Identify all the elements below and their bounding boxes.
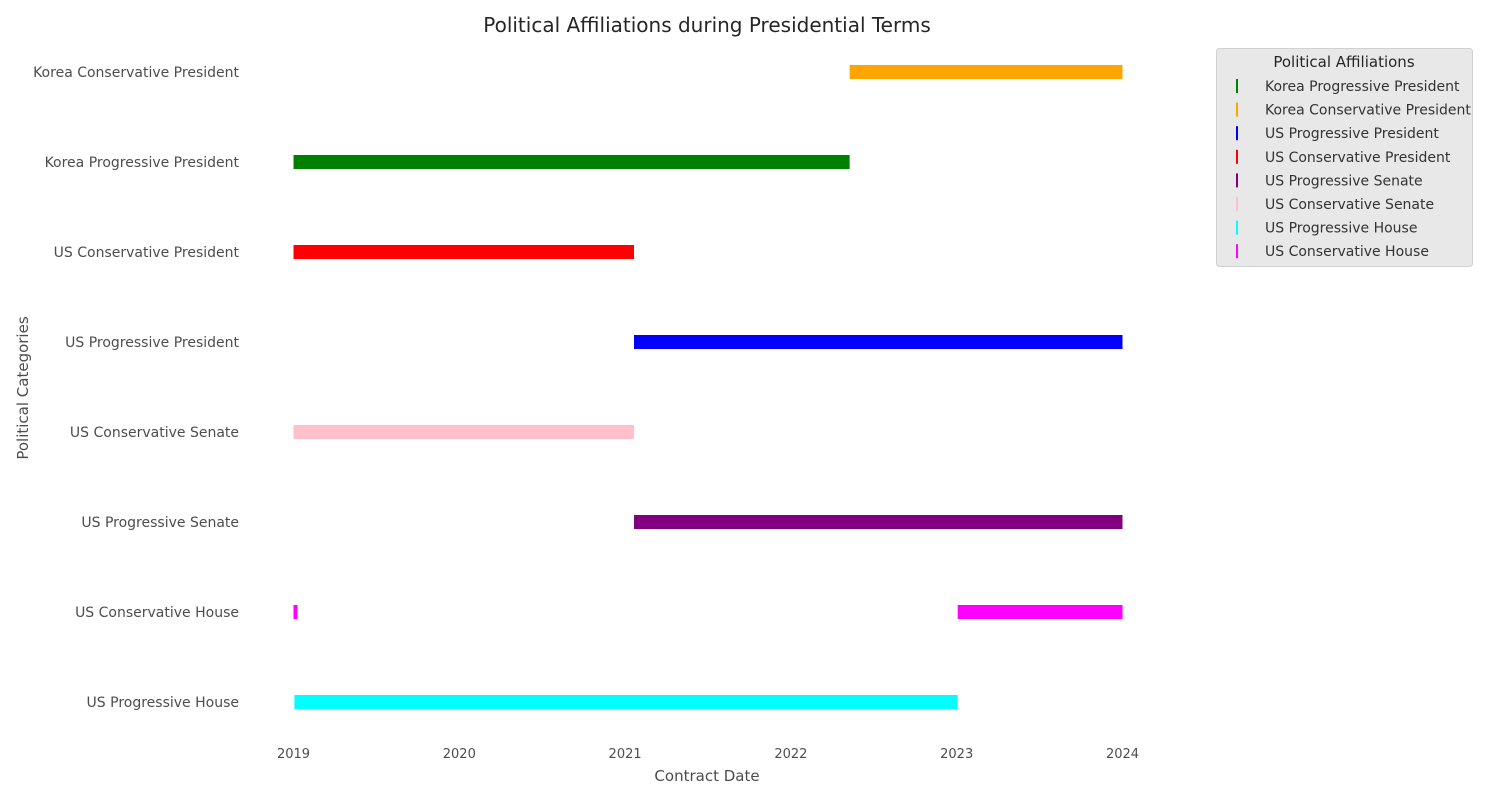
y-axis-label: Political Categories (14, 316, 32, 459)
bar-us-progressive-house (294, 695, 958, 709)
x-tick-label-2024: 2024 (1106, 747, 1139, 762)
bar-us-conservative-senate (293, 425, 634, 439)
x-axis-label: Contract Date (654, 767, 759, 785)
y-tick-label-korea-conservative-president: Korea Conservative President (33, 65, 239, 81)
y-tick-label-us-conservative-president: US Conservative President (54, 245, 240, 261)
x-axis-ticks: 2019 2020 2021 2022 2023 2024 (277, 747, 1139, 762)
bar-us-conservative-house-1 (293, 605, 298, 619)
bar-korea-progressive-president (293, 155, 850, 169)
legend-box (1216, 48, 1473, 267)
y-tick-label-us-progressive-president: US Progressive President (65, 335, 239, 351)
bar-korea-conservative-president (849, 65, 1123, 79)
legend-label-us-progressive-house: US Progressive House (1265, 221, 1417, 237)
y-tick-label-us-conservative-senate: US Conservative Senate (70, 425, 239, 441)
legend: Political Affiliations Korea Progressive… (1216, 48, 1473, 267)
y-tick-label-korea-progressive-president: Korea Progressive President (45, 155, 240, 171)
legend-label-korea-conservative-president: Korea Conservative President (1265, 103, 1471, 119)
x-tick-label-2020: 2020 (443, 747, 476, 762)
x-tick-label-2021: 2021 (609, 747, 642, 762)
x-tick-label-2019: 2019 (277, 747, 310, 762)
legend-label-us-conservative-house: US Conservative House (1265, 244, 1429, 260)
timeline-bars (293, 65, 1123, 709)
bar-us-progressive-senate (633, 515, 1123, 529)
y-tick-label-us-conservative-house: US Conservative House (75, 605, 239, 621)
legend-title: Political Affiliations (1273, 53, 1414, 71)
bar-us-progressive-president (633, 335, 1123, 349)
x-tick-label-2022: 2022 (774, 747, 807, 762)
bar-us-conservative-house-2 (957, 605, 1123, 619)
legend-entries: Korea Progressive President Korea Conserv… (1236, 79, 1471, 260)
legend-label-us-conservative-president: US Conservative President (1265, 150, 1451, 166)
legend-label-korea-progressive-president: Korea Progressive President (1265, 79, 1460, 95)
x-tick-label-2023: 2023 (940, 747, 973, 762)
legend-label-us-progressive-senate: US Progressive Senate (1265, 173, 1423, 189)
bar-us-conservative-president (293, 245, 634, 259)
chart-title: Political Affiliations during Presidenti… (483, 13, 931, 37)
y-tick-label-us-progressive-senate: US Progressive Senate (81, 515, 239, 531)
y-tick-label-us-progressive-house: US Progressive House (87, 695, 239, 711)
y-axis-ticks: US Progressive House US Conservative Hous… (33, 65, 239, 711)
legend-label-us-progressive-president: US Progressive President (1265, 126, 1439, 142)
legend-label-us-conservative-senate: US Conservative Senate (1265, 197, 1434, 213)
